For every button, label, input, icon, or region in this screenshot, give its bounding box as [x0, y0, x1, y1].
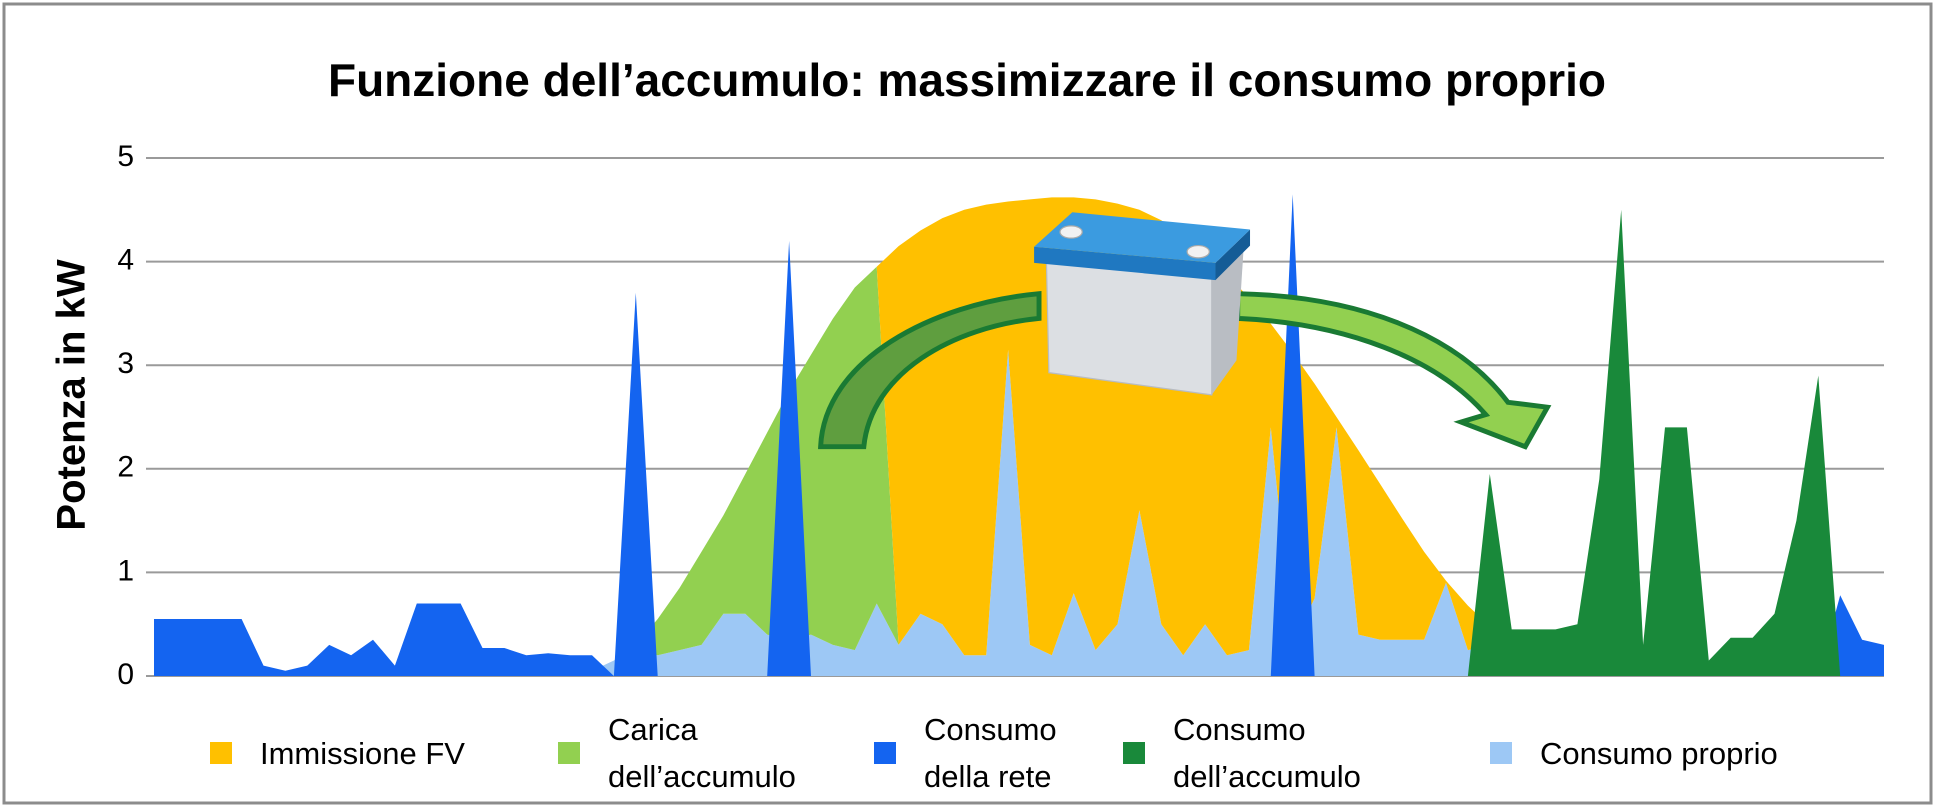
legend-label: Consumo proprio [1540, 735, 1778, 771]
y-tick-label: 3 [117, 347, 134, 380]
legend-item: Immissione FV [210, 706, 513, 800]
legend-swatch [1490, 742, 1512, 764]
legend-item: Consumo proprio [1490, 706, 1840, 800]
plot-area [154, 194, 1884, 677]
y-tick-label: 1 [117, 554, 134, 587]
y-tick-label: 4 [117, 244, 134, 277]
legend-label: Carica dell’accumulo [608, 712, 796, 794]
area [154, 349, 1884, 676]
discharge-arrow [1235, 291, 1552, 450]
legend-swatch [1123, 742, 1145, 764]
legend-item: Consumo della rete [874, 706, 1094, 800]
battery-post [1059, 225, 1083, 239]
legend-swatch [874, 742, 896, 764]
charge-arrow [818, 290, 1042, 450]
y-axis-label: Potenza in kW [50, 259, 94, 530]
legend-swatch [558, 742, 580, 764]
area [154, 197, 1884, 676]
legend-label: Consumo dell’accumulo [1173, 712, 1361, 794]
battery-lid-front [1034, 246, 1216, 281]
battery-side [1211, 244, 1244, 395]
battery-lid-side [1215, 229, 1251, 281]
y-tick-label: 0 [117, 658, 134, 691]
battery-illustration [818, 212, 1552, 450]
legend-item: Carica dell’accumulo [558, 706, 828, 800]
y-tick-label: 2 [117, 451, 134, 484]
legend-label: Immissione FV [260, 735, 465, 771]
battery-body [1045, 260, 1213, 396]
y-tick-label: 5 [117, 140, 134, 173]
battery-post [1186, 244, 1210, 259]
legend-label: Consumo della rete [924, 712, 1057, 794]
legend-swatch [210, 742, 232, 764]
chart-title: Funzione dell’accumulo: massimizzare il … [328, 54, 1606, 106]
legend-item: Consumo dell’accumulo [1123, 706, 1403, 800]
